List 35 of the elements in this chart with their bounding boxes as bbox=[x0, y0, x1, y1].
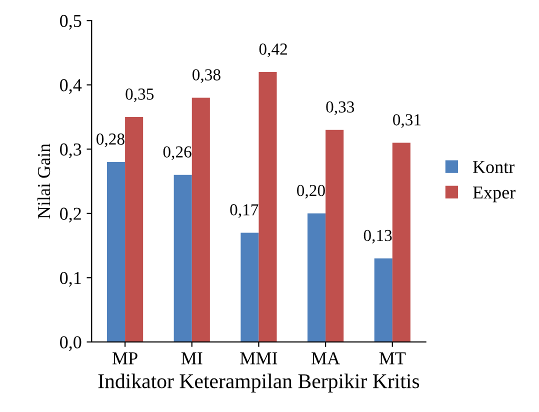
data-label: 0,33 bbox=[326, 101, 354, 115]
data-label: 0,42 bbox=[259, 43, 287, 58]
y-tick-label: 0,2 bbox=[60, 208, 81, 222]
bar bbox=[374, 258, 392, 342]
data-label: 0,38 bbox=[192, 69, 220, 83]
data-label: 0,28 bbox=[96, 133, 124, 148]
x-tick-label: MT bbox=[379, 352, 406, 364]
bar bbox=[392, 142, 410, 342]
data-label: 0,20 bbox=[297, 184, 325, 199]
y-tick-label: 0,0 bbox=[60, 336, 82, 351]
data-label: 0,17 bbox=[230, 204, 258, 218]
x-tick-label: MP bbox=[112, 352, 138, 364]
bar bbox=[240, 232, 259, 342]
bar bbox=[258, 72, 277, 342]
bar bbox=[174, 174, 192, 342]
y-tick-label: 0,1 bbox=[60, 272, 81, 287]
x-axis-title: Indikator Keterampilan Berpikir Kritis bbox=[98, 374, 420, 393]
y-tick-label: 0,3 bbox=[60, 143, 82, 158]
y-tick-label: 0,4 bbox=[60, 79, 82, 94]
data-label: 0,26 bbox=[163, 146, 192, 160]
legend-label: Kontr bbox=[473, 161, 514, 174]
bar bbox=[107, 162, 126, 342]
data-label: 0,35 bbox=[126, 88, 154, 102]
y-axis-title: Nilai Gain bbox=[37, 144, 50, 219]
x-tick-label: MMI bbox=[240, 352, 278, 364]
x-tick-label: MA bbox=[312, 352, 340, 364]
bar bbox=[326, 130, 344, 342]
legend-label: Exper bbox=[473, 186, 516, 202]
data-label: 0,13 bbox=[364, 230, 392, 244]
x-tick-label: MI bbox=[181, 352, 202, 364]
bar bbox=[125, 117, 144, 342]
bar bbox=[192, 98, 210, 342]
y-tick-label: 0,5 bbox=[60, 14, 82, 30]
data-label: 0,31 bbox=[393, 114, 421, 128]
bar bbox=[308, 213, 326, 342]
